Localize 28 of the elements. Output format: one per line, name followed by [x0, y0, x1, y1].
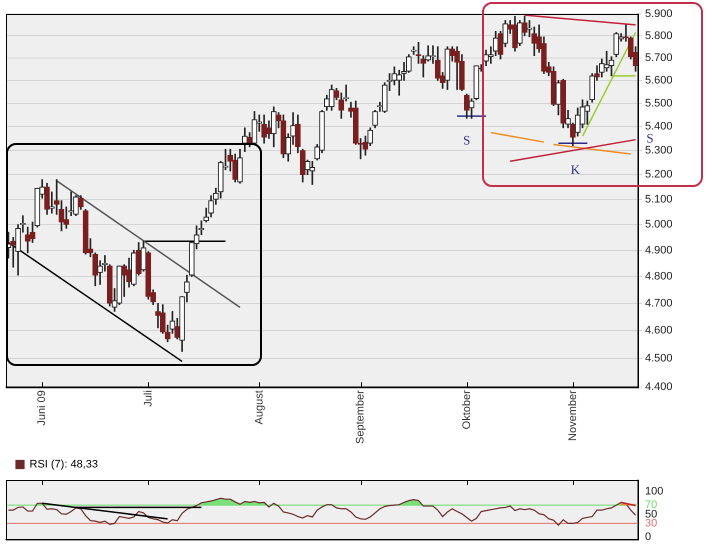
y-tick-label: 4.500: [645, 352, 673, 365]
x-tick-label: Juni 09: [36, 390, 48, 426]
y-tick-label: 5.800: [645, 30, 673, 42]
y-tick-label: 5.100: [645, 193, 673, 206]
y-tick-label: 5.000: [645, 218, 673, 231]
x-tick-label: September: [354, 390, 367, 444]
y-tick-label: 5.900: [645, 8, 673, 20]
y-tick-label: 100: [645, 485, 664, 498]
x-tick-label: Oktober: [460, 390, 473, 430]
y-tick-label: 0: [645, 531, 652, 544]
legend-label: RSI (7): 48,33: [30, 458, 98, 471]
y-tick-label: 5.500: [645, 97, 673, 110]
y-tick-label: 4.700: [645, 297, 673, 310]
x-tick-label: August: [253, 390, 266, 424]
y-tick-label: 4.600: [645, 324, 673, 337]
y-tick-label: 5.700: [645, 52, 673, 64]
y-tick-label: 4.900: [645, 244, 673, 256]
y-tick-label: 4.400: [645, 381, 673, 394]
annotation: K: [570, 162, 581, 178]
y-tick-label: 5.300: [645, 144, 673, 156]
annotation: S: [463, 132, 470, 148]
y-tick-label: 5.200: [645, 168, 673, 181]
y-tick-label: 4.800: [645, 270, 673, 283]
y-tick-label: 5.400: [645, 120, 673, 133]
x-tick-label: Juli: [142, 390, 154, 407]
x-tick-label: November: [566, 390, 579, 441]
y-tick-label: 5.600: [645, 74, 673, 86]
text: S: [646, 130, 654, 146]
